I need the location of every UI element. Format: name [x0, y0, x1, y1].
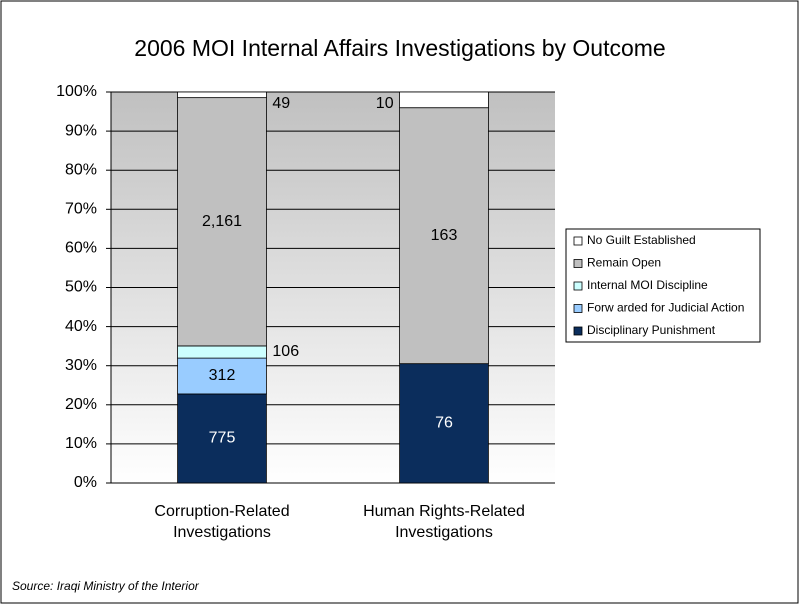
- y-tick-label: 20%: [65, 396, 97, 413]
- legend-label: No Guilt Established: [587, 233, 696, 247]
- y-tick-label: 100%: [56, 83, 97, 100]
- data-label: 2,161: [202, 213, 242, 230]
- chart-title: 2006 MOI Internal Affairs Investigations…: [134, 35, 665, 61]
- bar-segment: [177, 357, 267, 395]
- source: Source: Iraqi Ministry of the Interior: [12, 579, 200, 593]
- legend-swatch: [573, 326, 583, 336]
- data-label: 106: [272, 343, 299, 360]
- data-label: 49: [272, 95, 290, 112]
- bar-segment: [177, 97, 267, 347]
- data-label: 775: [209, 430, 236, 447]
- y-tick-label: 50%: [65, 279, 97, 296]
- legend-label: Internal MOI Discipline: [587, 278, 708, 292]
- y-tick-label: 60%: [65, 240, 97, 257]
- legend: [565, 228, 761, 343]
- y-tick-label: 0%: [74, 474, 97, 491]
- legend-swatch: [573, 259, 583, 268]
- bar-segment: [177, 91, 267, 99]
- bar-segment: [177, 345, 267, 359]
- legend-label: Remain Open: [587, 256, 661, 270]
- data-label: 76: [435, 415, 453, 432]
- y-tick-label: 40%: [65, 318, 97, 335]
- legend-label: Disciplinary Punishment: [587, 323, 716, 337]
- legend-swatch: [573, 236, 583, 246]
- legend-swatch: [573, 304, 583, 313]
- legend-swatch: [573, 281, 583, 291]
- data-label: 312: [209, 367, 236, 384]
- y-tick-label: 70%: [65, 201, 97, 218]
- legend-label: Forw arded for Judicial Action: [587, 301, 744, 315]
- bar-segment: [177, 393, 267, 484]
- y-tick-label: 30%: [65, 357, 97, 374]
- bar-segment: [399, 363, 489, 484]
- bar-segment: [399, 107, 489, 365]
- y-tick-label: 10%: [65, 435, 97, 452]
- x-tick-label: Corruption-Related Investigations: [154, 503, 290, 541]
- data-label: 163: [431, 227, 458, 244]
- bar-segment: [399, 91, 489, 109]
- y-tick-label: 90%: [65, 122, 97, 139]
- y-tick-label: 80%: [65, 161, 97, 178]
- data-label: 10: [376, 95, 394, 112]
- x-tick-label: Human Rights-Related Investigations: [363, 503, 525, 541]
